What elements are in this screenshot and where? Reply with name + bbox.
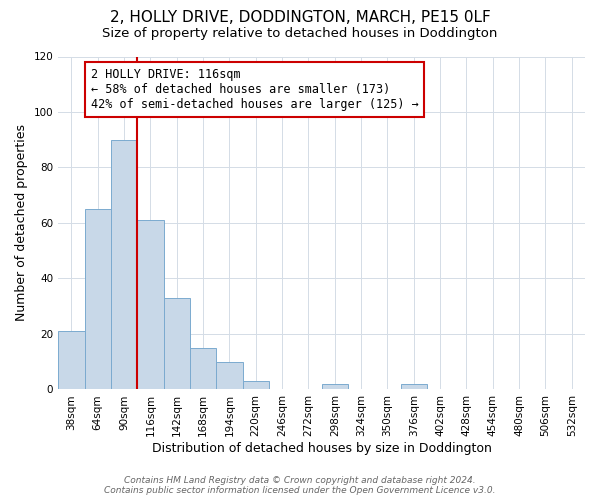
Text: 2, HOLLY DRIVE, DODDINGTON, MARCH, PE15 0LF: 2, HOLLY DRIVE, DODDINGTON, MARCH, PE15 … [110, 10, 490, 25]
Bar [216, 362, 242, 390]
Bar [242, 381, 269, 390]
Text: Contains HM Land Registry data © Crown copyright and database right 2024.
Contai: Contains HM Land Registry data © Crown c… [104, 476, 496, 495]
Bar [164, 298, 190, 390]
Text: 2 HOLLY DRIVE: 116sqm
← 58% of detached houses are smaller (173)
42% of semi-det: 2 HOLLY DRIVE: 116sqm ← 58% of detached … [91, 68, 418, 110]
Bar [137, 220, 164, 390]
Bar [58, 331, 85, 390]
Text: Size of property relative to detached houses in Doddington: Size of property relative to detached ho… [103, 28, 497, 40]
Bar [401, 384, 427, 390]
Bar [190, 348, 216, 390]
Bar [322, 384, 348, 390]
Bar [111, 140, 137, 390]
Bar [85, 209, 111, 390]
X-axis label: Distribution of detached houses by size in Doddington: Distribution of detached houses by size … [152, 442, 491, 455]
Y-axis label: Number of detached properties: Number of detached properties [15, 124, 28, 322]
